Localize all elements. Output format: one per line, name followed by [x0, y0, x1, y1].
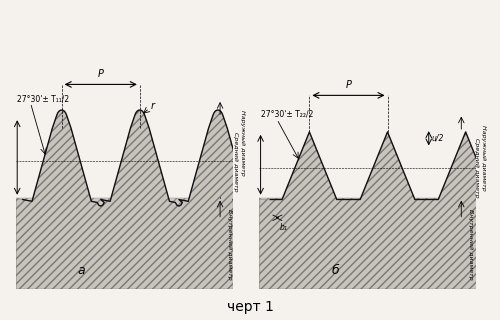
Text: u/2: u/2	[432, 134, 444, 143]
Text: Средний диаметр: Средний диаметр	[233, 132, 238, 191]
Text: Наружный диаметр: Наружный диаметр	[240, 110, 244, 176]
Text: b₁: b₁	[280, 223, 288, 232]
Text: 27°30'± T₁₁/2: 27°30'± T₁₁/2	[17, 94, 70, 104]
Text: P: P	[346, 80, 352, 90]
Polygon shape	[16, 198, 233, 289]
Text: Внутренний диаметр: Внутренний диаметр	[226, 209, 232, 279]
Text: P: P	[98, 69, 103, 79]
Polygon shape	[260, 132, 500, 289]
Text: r: r	[150, 101, 154, 111]
Text: черт 1: черт 1	[226, 300, 274, 314]
Text: б: б	[332, 264, 340, 277]
Polygon shape	[16, 110, 257, 289]
Text: Средний диаметр: Средний диаметр	[474, 138, 480, 198]
Text: Наружный диаметр: Наружный диаметр	[481, 124, 486, 190]
Text: Внутренний диаметр: Внутренний диаметр	[468, 209, 473, 279]
Text: 27°30'± T₂₂/2: 27°30'± T₂₂/2	[260, 109, 313, 118]
Text: а: а	[78, 264, 85, 277]
Polygon shape	[260, 198, 476, 289]
